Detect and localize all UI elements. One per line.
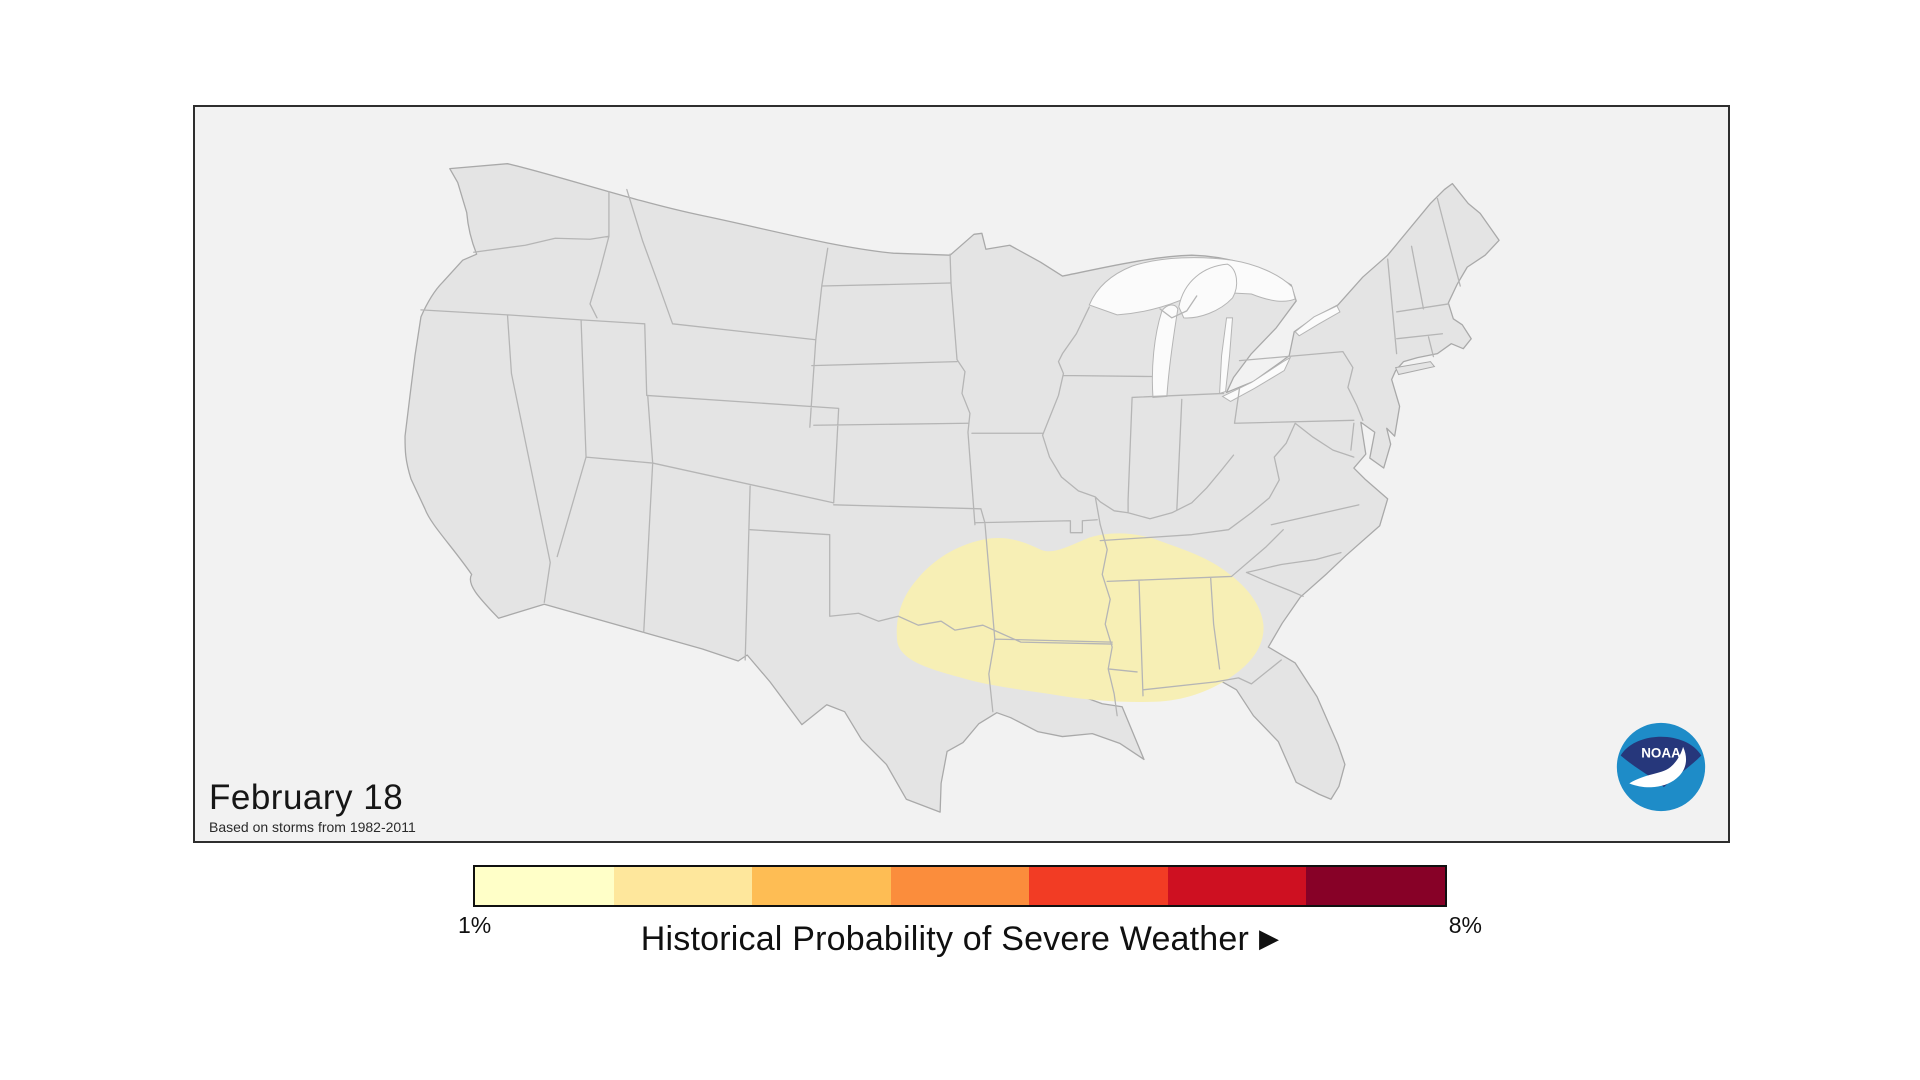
- map-panel: February 18 Based on storms from 1982-20…: [193, 105, 1730, 843]
- us-land: [404, 163, 1500, 813]
- colorbar-segment: [475, 867, 614, 905]
- date-block: February 18 Based on storms from 1982-20…: [209, 778, 416, 835]
- date-label: February 18: [209, 778, 404, 818]
- legend-title: Historical Probability of Severe Weather…: [460, 920, 1460, 959]
- state-borders: [420, 188, 1461, 717]
- legend-min-label: 1%: [458, 912, 492, 938]
- lake-huron: [1178, 263, 1238, 319]
- lake-stclair-strip: [1219, 317, 1234, 395]
- colorbar-segment: [1167, 867, 1307, 905]
- noaa-logo-gull: [1629, 746, 1687, 788]
- colorbar-segment: [1029, 867, 1168, 905]
- noaa-logo-text: NOAA: [1641, 745, 1681, 760]
- colorbar-segment: [613, 867, 753, 905]
- colorbar-segment: [1306, 867, 1446, 905]
- colorbar-segment: [752, 867, 891, 905]
- colorbar-segment: [890, 867, 1030, 905]
- colorbar: [473, 865, 1447, 907]
- lake-michigan: [1151, 304, 1179, 398]
- noaa-logo-icon: NOAA: [1616, 722, 1706, 812]
- lake-ontario: [1294, 305, 1341, 337]
- noaa-logo-fan: [1620, 736, 1702, 788]
- play-arrow-icon: ▶: [1259, 923, 1280, 953]
- long-island: [1394, 361, 1436, 376]
- legend-max-label: 8%: [1448, 912, 1482, 938]
- date-subtitle: Based on storms from 1982-2011: [209, 819, 416, 835]
- colorbar-segments: [475, 867, 1446, 905]
- us-map: [404, 163, 1500, 813]
- legend-labels: 1% 8% Historical Probability of Severe W…: [0, 912, 1920, 972]
- probability-region: [896, 533, 1264, 703]
- legend-title-text: Historical Probability of Severe Weather: [640, 920, 1250, 958]
